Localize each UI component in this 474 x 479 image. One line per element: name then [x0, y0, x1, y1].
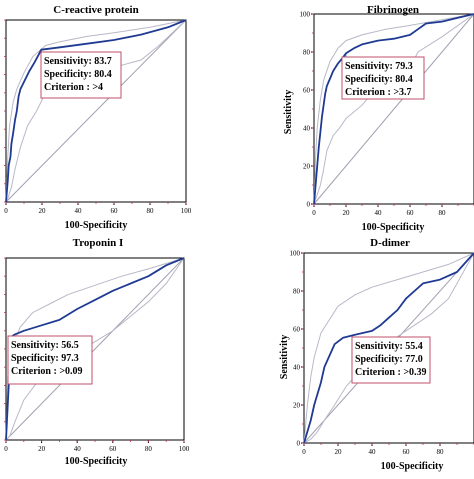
x-tick-label: 60 — [407, 209, 415, 217]
y-axis-label: Sensitivity — [283, 90, 294, 134]
panel-title: Fibrinogen — [367, 4, 419, 16]
y-tick-label: 40 — [303, 125, 311, 133]
panel-title: D-dimer — [370, 237, 410, 249]
panel-c-reactive-protein: C-reactive protein 100-Specificity 0 20 40… — [4, 4, 192, 231]
y-axis-label: Sensitivity — [279, 335, 290, 379]
panel-title: C-reactive protein — [53, 4, 138, 16]
y-tick-label: 40 — [293, 364, 301, 372]
x-tick-label: 20 — [343, 209, 351, 217]
annotation-sensitivity: Sensitivity: 83.7 — [44, 56, 112, 67]
annotation-criterion: Criterion : >0.09 — [11, 366, 83, 377]
x-tick-label: 40 — [369, 448, 377, 456]
panel-title: Troponin I — [73, 237, 124, 249]
diagonal-reference-line — [5, 19, 187, 203]
y-tick-label: 100 — [290, 250, 301, 258]
annotation-sensitivity: Sensitivity: 55.4 — [355, 341, 423, 352]
annotation-specificity: Specificity: 97.3 — [11, 353, 79, 364]
y-tick-label: 0 — [307, 201, 311, 209]
annotation-box — [7, 335, 93, 385]
x-tick-label: 80 — [437, 448, 445, 456]
annotation-box — [341, 56, 425, 100]
annotation-sensitivity: Sensitivity: 79.3 — [345, 61, 413, 72]
x-tick-label: 80 — [439, 209, 447, 217]
x-tick-label: 20 — [335, 448, 343, 456]
y-tick-label: 20 — [303, 163, 311, 171]
panel-d-dimer: D-dimer 100-Specificity Sensitivity 0 20 4… — [279, 237, 474, 472]
annotation-box — [351, 336, 431, 384]
annotation-specificity: Specificity: 80.4 — [44, 69, 112, 80]
roc-curve — [313, 13, 474, 205]
panel-troponin-i: Troponin I 100-Specificity 0 20 40 60 80 100 S… — [4, 237, 190, 467]
diagonal-reference-line — [5, 257, 185, 441]
x-tick-label: 60 — [109, 445, 117, 453]
ci-upper-line — [5, 19, 187, 203]
diagonal-reference-line — [313, 13, 474, 205]
x-tick-label: 20 — [38, 445, 46, 453]
x-tick-label: 40 — [375, 209, 383, 217]
ci-upper-line — [303, 252, 474, 444]
x-tick-label: 60 — [111, 207, 119, 215]
roc-curve — [5, 257, 185, 441]
x-tick-label: 40 — [74, 445, 82, 453]
roc-curve — [5, 19, 187, 203]
y-tick-label: 100 — [300, 11, 311, 19]
annotation-box — [40, 51, 122, 99]
roc-curve — [303, 252, 474, 444]
x-tick-label: 100 — [181, 207, 192, 215]
ci-upper-line — [313, 13, 474, 205]
x-axis-label: 100-Specificity — [381, 461, 444, 472]
x-tick-label: 0 — [302, 448, 306, 456]
x-tick-label: 80 — [145, 445, 153, 453]
panel-fibrinogen: Fibrinogen 100-Specificity Sensitivity 0… — [283, 4, 474, 233]
annotation-specificity: Specificity: 77.0 — [355, 354, 423, 365]
x-tick-label: 20 — [39, 207, 47, 215]
x-axis-label: 100-Specificity — [65, 456, 128, 467]
annotation-sensitivity: Sensitivity: 56.5 — [11, 340, 79, 351]
x-tick-label: 100 — [179, 445, 190, 453]
x-axis-label: 100-Specificity — [65, 220, 128, 231]
x-tick-label: 40 — [75, 207, 83, 215]
y-tick-label: 60 — [293, 326, 301, 334]
x-tick-label: 0 — [4, 445, 8, 453]
ci-lower-line — [5, 19, 187, 203]
annotation-criterion: Criterion : >3.7 — [345, 87, 412, 98]
x-tick-label: 60 — [403, 448, 411, 456]
x-tick-label: 0 — [4, 207, 8, 215]
y-tick-label: 20 — [293, 402, 301, 410]
x-tick-label: 0 — [312, 209, 316, 217]
x-axis-label: 100-Specificity — [362, 222, 425, 233]
annotation-criterion: Criterion : >4 — [44, 82, 103, 93]
y-tick-label: 60 — [303, 87, 311, 95]
y-tick-label: 0 — [297, 440, 301, 448]
y-tick-label: 80 — [303, 49, 311, 57]
annotation-criterion: Criterion : >0.39 — [355, 367, 427, 378]
y-tick-label: 80 — [293, 288, 301, 296]
x-tick-label: 80 — [147, 207, 155, 215]
annotation-specificity: Specificity: 80.4 — [345, 74, 413, 85]
